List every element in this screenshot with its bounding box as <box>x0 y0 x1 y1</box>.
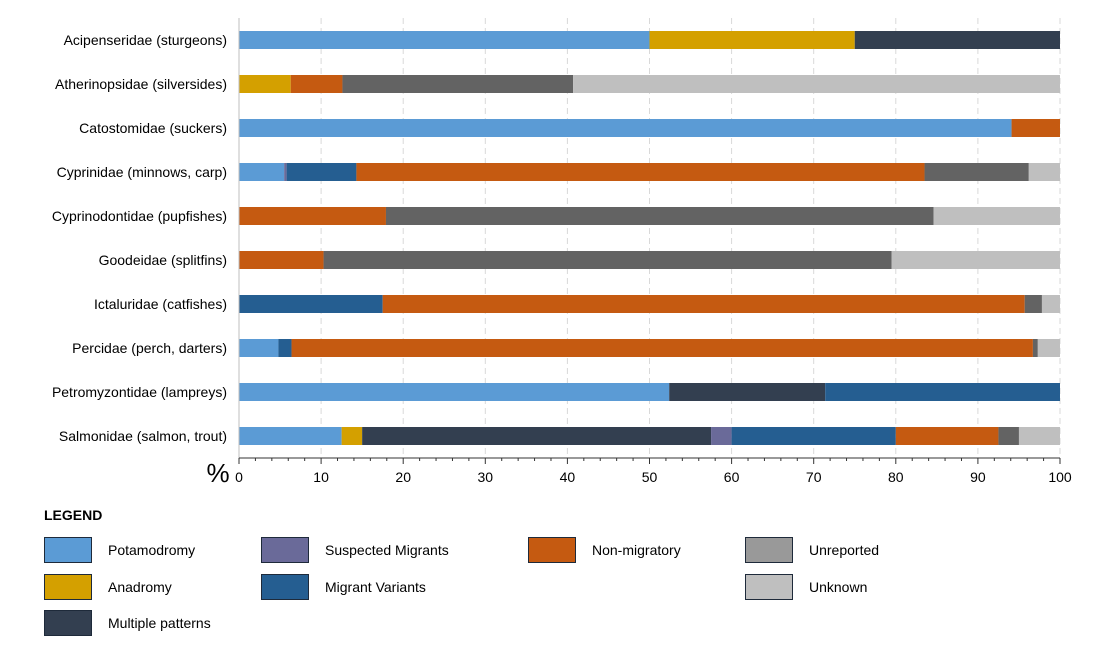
bar-segment <box>239 207 386 225</box>
legend-label: Migrant Variants <box>325 579 426 595</box>
bar-segment <box>239 427 342 445</box>
category-label: Acipenseridae (sturgeons) <box>64 32 227 48</box>
legend-swatch <box>44 537 92 563</box>
x-tick-label: 10 <box>313 469 329 485</box>
x-tick-label: 30 <box>478 469 494 485</box>
bar-segment <box>1011 119 1060 137</box>
bar-segment <box>382 295 1025 313</box>
category-label: Salmonidae (salmon, trout) <box>59 428 227 444</box>
legend-swatch <box>44 610 92 636</box>
bar-segment <box>1041 295 1060 313</box>
category-label: Ictaluridae (catfishes) <box>94 296 227 312</box>
x-tick-label: 40 <box>560 469 576 485</box>
stacked-bar-chart: Acipenseridae (sturgeons) Atherinopsidae … <box>52 18 1072 488</box>
legend-swatch <box>745 574 793 600</box>
category-label: Catostomidae (suckers) <box>79 120 227 136</box>
legend-swatch <box>528 537 576 563</box>
legend-swatch <box>261 574 309 600</box>
legend-label: Multiple patterns <box>108 615 211 631</box>
legend-swatch <box>745 537 793 563</box>
legend-item: Multiple patterns <box>44 609 211 637</box>
legend-swatch <box>44 574 92 600</box>
bar-segment <box>731 427 896 445</box>
bar-segment <box>362 427 712 445</box>
legend-item: Suspected Migrants <box>261 536 449 564</box>
x-tick-label: 0 <box>235 469 243 485</box>
bar-segment <box>891 251 1060 269</box>
bar-segment <box>278 339 292 357</box>
category-label: Cyprinodontidae (pupfishes) <box>52 208 227 224</box>
bar-segment <box>239 163 285 181</box>
bar-segment <box>1037 339 1060 357</box>
legend-item: Migrant Variants <box>261 573 426 601</box>
x-tick-label: 90 <box>970 469 986 485</box>
x-tick-label: 70 <box>806 469 822 485</box>
bar-segment <box>323 251 892 269</box>
legend-label: Anadromy <box>108 579 172 595</box>
category-label: Petromyzontidae (lampreys) <box>52 384 227 400</box>
category-label: Cyprinidae (minnows, carp) <box>57 164 227 180</box>
bar-segment <box>933 207 1060 225</box>
legend-label: Potamodromy <box>108 542 196 558</box>
bar-segment <box>998 427 1019 445</box>
bar-segment <box>356 163 925 181</box>
legend-label: Suspected Migrants <box>325 542 449 558</box>
category-label: Atherinopsidae (silversides) <box>55 76 227 92</box>
legend-label: Non-migratory <box>592 542 681 558</box>
bar-segment <box>825 383 1060 401</box>
bar-segment <box>1032 339 1038 357</box>
x-tick-label: 100 <box>1048 469 1072 485</box>
legend-item: Potamodromy <box>44 536 195 564</box>
bar-segment <box>385 207 934 225</box>
bar-segment <box>924 163 1029 181</box>
legend-label: Unreported <box>809 542 880 558</box>
legend-item: Unreported <box>745 536 879 564</box>
bar-segment <box>239 31 650 49</box>
bar-segment <box>239 119 1012 137</box>
bar-segment <box>1028 163 1060 181</box>
bar-segment <box>239 383 670 401</box>
bar-segment <box>342 75 574 93</box>
bar-segment <box>239 251 324 269</box>
bar-segment <box>239 339 279 357</box>
x-unit-label: % <box>206 458 229 488</box>
bar-segment <box>854 31 1060 49</box>
bar-segment <box>1024 295 1042 313</box>
legend-item: Anadromy <box>44 573 172 601</box>
bar-segment <box>711 427 732 445</box>
x-tick-label: 20 <box>395 469 411 485</box>
legend-label: Unknown <box>809 579 868 595</box>
bar-segment <box>341 427 363 445</box>
category-label: Goodeidae (splitfins) <box>99 252 227 268</box>
bar-segment <box>284 163 287 181</box>
legend-item: Non-migratory <box>528 536 681 564</box>
bar-segment <box>290 75 343 93</box>
legend-title: LEGEND <box>44 507 103 523</box>
bar-segment <box>291 339 1033 357</box>
bar-segment <box>286 163 357 181</box>
category-label: Percidae (perch, darters) <box>72 340 227 356</box>
legend-swatch <box>261 537 309 563</box>
x-tick-label: 50 <box>642 469 658 485</box>
bar-segment <box>669 383 826 401</box>
x-tick-label: 60 <box>724 469 740 485</box>
bar-segment <box>239 75 291 93</box>
bar-segment <box>895 427 999 445</box>
bar-segment <box>649 31 855 49</box>
x-tick-label: 80 <box>888 469 904 485</box>
bar-segment <box>239 295 383 313</box>
bar-segment <box>1018 427 1060 445</box>
legend-item: Unknown <box>745 573 867 601</box>
bar-segment <box>573 75 1060 93</box>
